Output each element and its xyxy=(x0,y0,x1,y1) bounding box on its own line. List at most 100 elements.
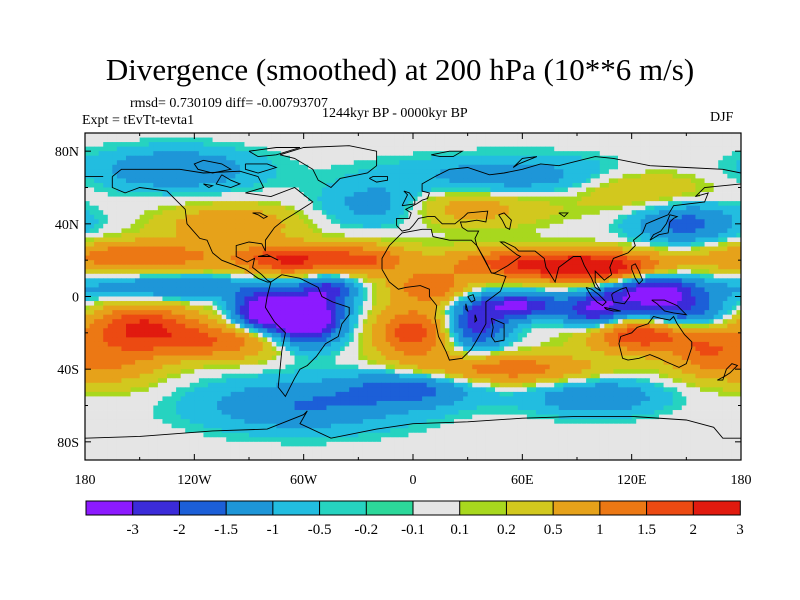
field-cell xyxy=(426,228,432,234)
field-cell xyxy=(622,223,628,229)
field-cell xyxy=(713,242,719,247)
field-cell xyxy=(89,287,95,293)
field-cell xyxy=(595,201,601,207)
field-cell xyxy=(280,160,286,166)
field-cell xyxy=(476,219,482,225)
field-cell xyxy=(367,164,373,170)
field-cell xyxy=(540,169,546,175)
field-cell xyxy=(98,242,104,247)
field-cell xyxy=(194,237,200,243)
field-cell xyxy=(463,142,469,148)
field-cell xyxy=(258,228,264,234)
field-cell xyxy=(372,214,377,220)
field-cell xyxy=(549,155,555,161)
field-cell xyxy=(449,146,455,152)
field-cell xyxy=(331,237,336,243)
field-cell xyxy=(258,255,264,261)
field-cell xyxy=(312,164,318,170)
field-cell xyxy=(276,169,282,175)
field-cell xyxy=(221,214,227,220)
field-cell xyxy=(253,182,259,188)
field-cell xyxy=(540,133,546,138)
field-cell xyxy=(608,264,614,270)
field-cell xyxy=(403,169,409,175)
field-cell xyxy=(627,173,633,179)
field-cell xyxy=(677,146,683,152)
field-cell xyxy=(171,133,177,138)
field-cell xyxy=(331,282,336,288)
field-cell xyxy=(618,142,623,148)
field-cell xyxy=(640,210,646,216)
field-cell xyxy=(677,205,683,211)
field-cell xyxy=(422,260,428,266)
field-cell xyxy=(467,192,473,197)
field-cell xyxy=(736,151,741,157)
field-cell xyxy=(417,237,423,243)
field-cell xyxy=(167,278,172,284)
field-cell xyxy=(431,178,437,184)
field-cell xyxy=(463,232,469,238)
field-cell xyxy=(262,255,268,261)
field-cell xyxy=(226,251,232,257)
field-cell xyxy=(522,178,528,184)
field-cell xyxy=(139,255,145,261)
field-cell xyxy=(203,151,209,157)
field-cell xyxy=(454,251,459,257)
field-cell xyxy=(659,137,664,143)
field-cell xyxy=(139,196,145,202)
field-cell xyxy=(713,173,719,179)
field-cell xyxy=(153,151,159,157)
field-cell xyxy=(618,228,623,234)
field-cell xyxy=(153,246,159,252)
field-cell xyxy=(139,146,145,152)
field-cell xyxy=(235,228,241,234)
field-cell xyxy=(700,269,705,275)
field-cell xyxy=(513,173,519,179)
field-cell xyxy=(107,287,113,293)
field-cell xyxy=(504,192,510,197)
field-cell xyxy=(167,251,172,257)
field-cell xyxy=(385,255,391,261)
field-cell xyxy=(403,232,409,238)
field-cell xyxy=(659,205,664,211)
field-cell xyxy=(390,169,396,175)
field-cell xyxy=(672,192,678,197)
field-cell xyxy=(604,269,610,275)
field-cell xyxy=(126,133,131,138)
field-cell xyxy=(677,223,683,229)
field-cell xyxy=(340,287,346,293)
field-cell xyxy=(709,232,715,238)
field-cell xyxy=(303,133,309,138)
field-cell xyxy=(572,173,578,179)
field-cell xyxy=(403,237,409,243)
field-cell xyxy=(472,201,478,207)
field-cell xyxy=(285,173,291,179)
field-cell xyxy=(545,210,551,216)
field-cell xyxy=(244,287,250,293)
field-cell xyxy=(472,178,478,184)
field-cell xyxy=(463,287,469,293)
field-cell xyxy=(185,146,191,152)
field-cell xyxy=(394,133,400,138)
field-cell xyxy=(271,237,277,243)
field-cell xyxy=(167,214,172,220)
field-cell xyxy=(413,201,418,207)
field-cell xyxy=(581,196,587,202)
field-cell xyxy=(727,151,733,157)
field-cell xyxy=(235,146,241,152)
field-cell xyxy=(312,232,318,238)
field-cell xyxy=(317,196,323,202)
field-cell xyxy=(413,269,418,275)
field-cell xyxy=(362,273,368,279)
field-cell xyxy=(440,146,446,152)
field-cell xyxy=(299,269,305,275)
field-cell xyxy=(508,205,514,211)
field-cell xyxy=(531,205,537,211)
field-cell xyxy=(627,160,633,166)
field-cell xyxy=(590,246,596,252)
field-cell xyxy=(645,178,651,184)
field-cell xyxy=(618,160,623,166)
field-cell xyxy=(454,214,459,220)
field-cell xyxy=(417,133,423,138)
field-cell xyxy=(485,282,491,288)
